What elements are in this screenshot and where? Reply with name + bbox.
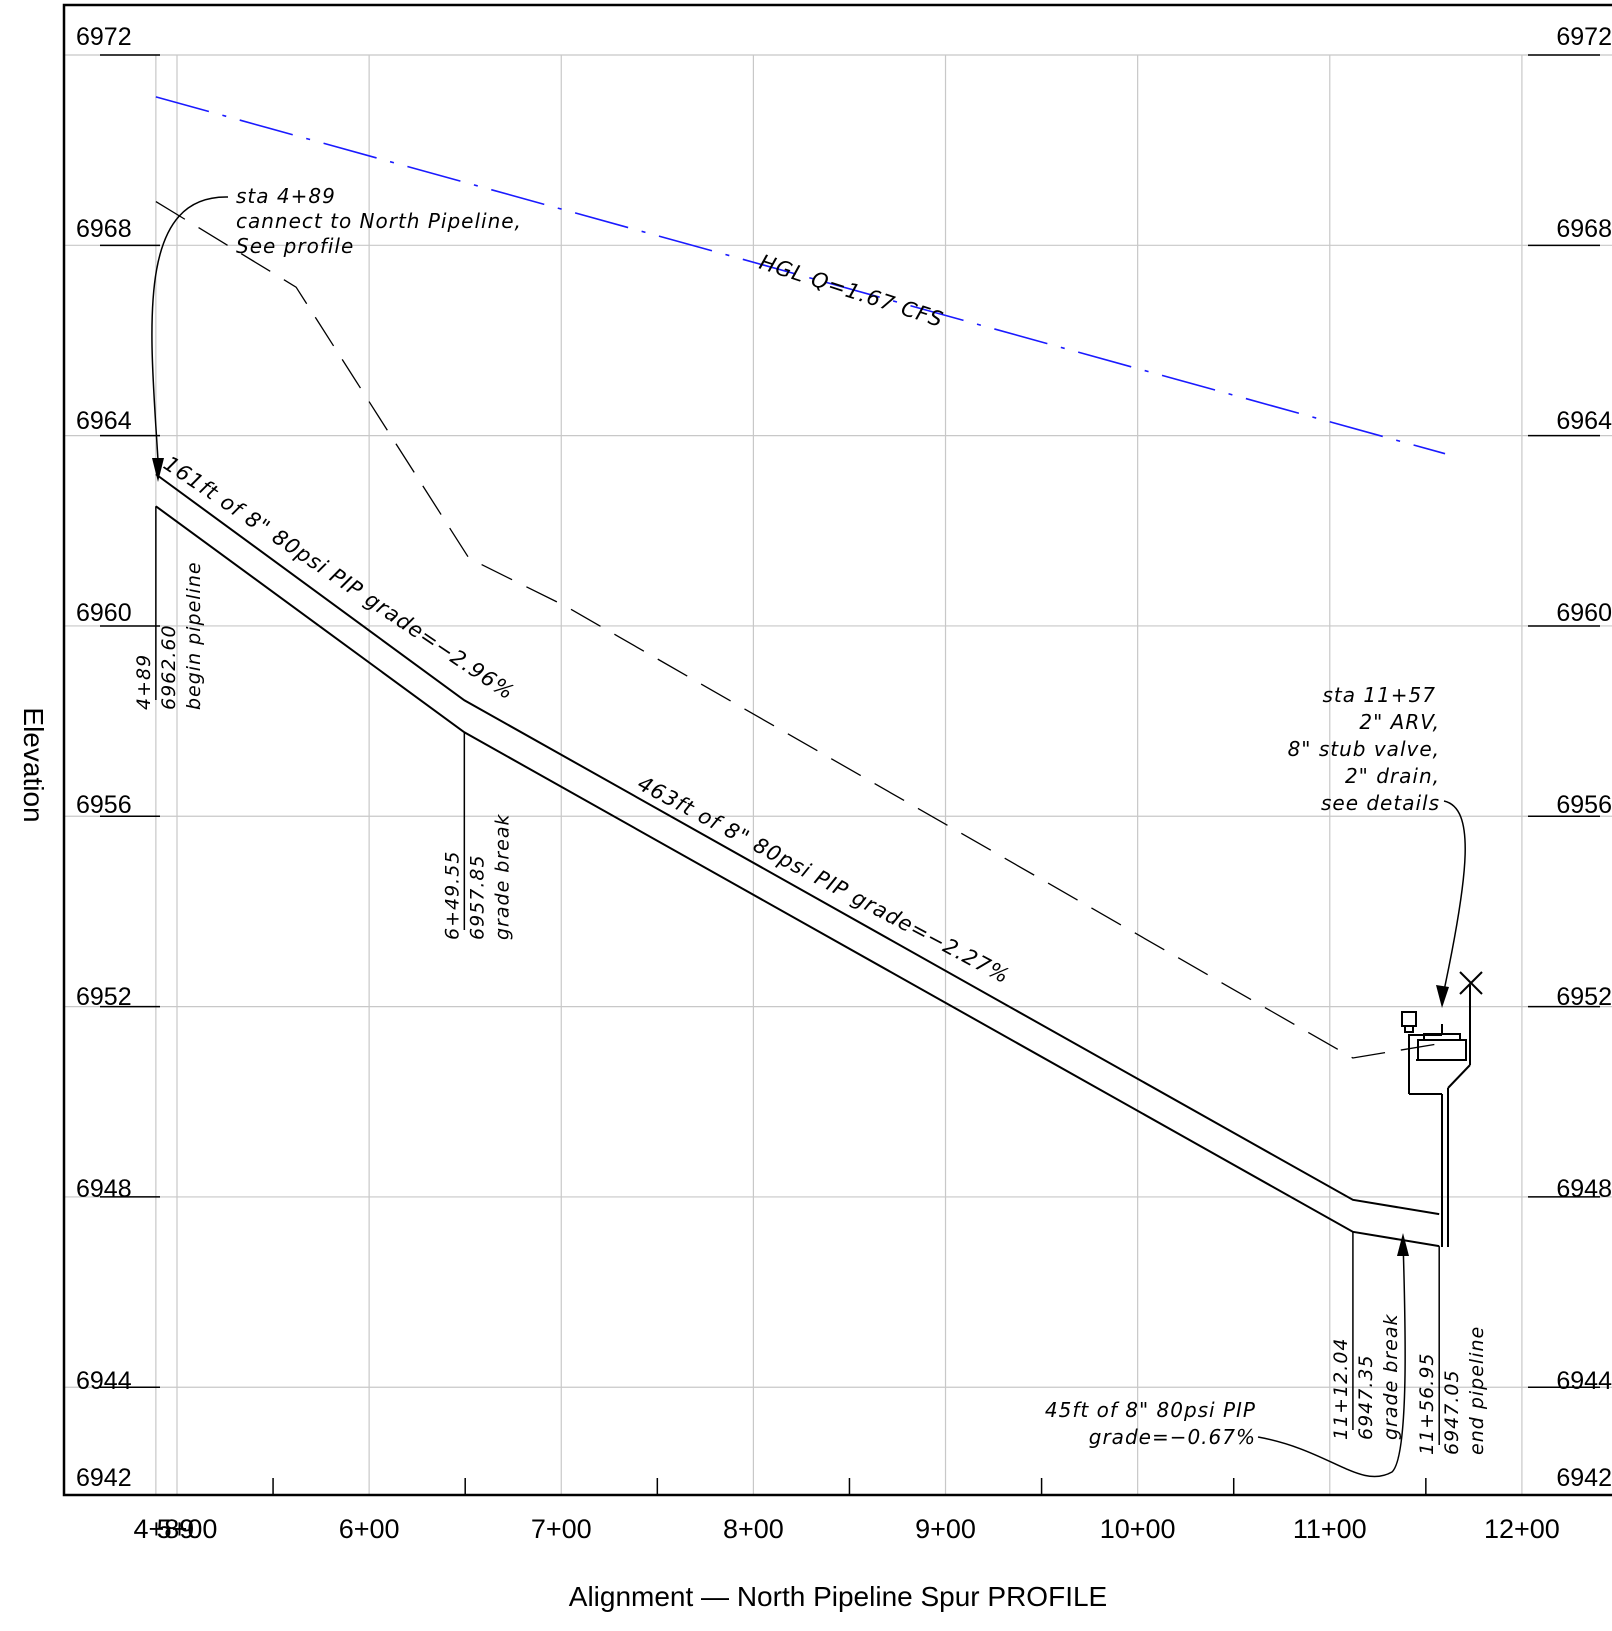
y-tick-label-left: 6964	[76, 407, 132, 435]
y-tick-label-left: 6952	[76, 983, 132, 1011]
y-tick-label-right: 6956	[1556, 791, 1612, 819]
plot-frame	[62, 3, 1612, 1497]
y-tick-label-right: 6948	[1556, 1175, 1612, 1203]
segment-label-2: 463ft of 8" 80psi PIP grade=−2.27%	[634, 771, 1014, 988]
last-segment-line-2: grade=−0.67%	[1089, 1425, 1256, 1449]
station-label: 6+49.55	[441, 851, 463, 940]
station-note: grade break	[491, 813, 513, 940]
start-callout: sta 4+89 cannect to North Pipeline, See …	[236, 184, 522, 258]
end-callout-line-2: 2" ARV,	[1359, 710, 1440, 734]
x-tick-labels: 4+895+00 6+00 7+00 8+00 9+00 10+00 11+00 12+00	[133, 1514, 1559, 1544]
x-tick-label: 11+00	[1293, 1514, 1367, 1544]
y-axis-title: Elevation	[18, 707, 49, 822]
station-note: grade break	[1380, 1313, 1402, 1440]
station-label: 11+12.04	[1330, 1338, 1352, 1441]
last-segment-line-1: 45ft of 8" 80psi PIP	[1045, 1398, 1256, 1422]
end-callout-line-3: 8" stub valve,	[1288, 737, 1440, 761]
station-label-group: 11+56.95 6947.05 end pipeline	[1416, 1326, 1488, 1455]
end-callout: sta 11+57 2" ARV, 8" stub valve, 2" drai…	[1288, 683, 1440, 815]
elevation-label: 6947.35	[1355, 1354, 1377, 1440]
station-label-group: 4+89 6962.60 begin pipeline	[133, 561, 205, 710]
y-tick-label-left: 6942	[76, 1464, 132, 1492]
start-callout-line-1: sta 4+89	[236, 184, 336, 208]
y-tick-label-right: 6952	[1556, 983, 1612, 1011]
callout-leaders	[151, 196, 1466, 1478]
x-tick-label: 6+00	[339, 1514, 400, 1544]
x-tick-label: 10+00	[1100, 1514, 1176, 1544]
x-tick-label: 9+00	[915, 1514, 976, 1544]
y-tick-label-left: 6960	[76, 599, 132, 627]
station-label-group: 6+49.55 6957.85 grade break	[441, 813, 513, 940]
elevation-label: 6957.85	[466, 854, 488, 940]
x-tick-label: 4+89	[133, 1514, 194, 1544]
pipeline-crown-line	[155, 473, 1440, 1216]
start-callout-line-2: cannect to North Pipeline,	[236, 209, 522, 233]
grid-lines	[64, 54, 1612, 1495]
station-label: 11+56.95	[1416, 1353, 1438, 1456]
y-tick-label-right: 6972	[1556, 23, 1612, 51]
x-axis-title: Alignment — North Pipeline Spur PROFILE	[569, 1581, 1107, 1612]
end-callout-line-5: see details	[1321, 791, 1440, 815]
callout-arrowheads	[152, 458, 1449, 1256]
axis-ticks	[100, 54, 1600, 1495]
station-label: 4+89	[133, 654, 155, 710]
y-tick-label-right: 6964	[1556, 407, 1612, 435]
hgl-line	[155, 96, 1446, 455]
arv-assembly-icon	[1401, 971, 1483, 1247]
y-tick-label-left: 6948	[76, 1175, 132, 1203]
x-tick-label: 7+00	[531, 1514, 592, 1544]
y-tick-label-left: 6956	[76, 791, 132, 819]
elevation-label: 6947.05	[1441, 1369, 1463, 1455]
segment-label-1: 161ft of 8" 80psi PIP grade=−2.96%	[159, 451, 519, 704]
pipeline-invert-line	[155, 505, 1440, 1248]
start-callout-line-3: See profile	[236, 234, 354, 258]
y-tick-label-right: 6944	[1556, 1367, 1612, 1395]
y-tick-label-left: 6944	[76, 1367, 132, 1395]
station-label-group: 11+12.04 6947.35 grade break	[1330, 1313, 1402, 1440]
end-callout-line-1: sta 11+57	[1322, 683, 1436, 707]
hgl-label: HGL Q=1.67 CFS	[756, 250, 946, 332]
y-tick-labels: 6972 6972 6968 6968 6964 6964 6960 6960 6956 6956…	[76, 23, 1612, 1492]
station-note: end pipeline	[1466, 1326, 1488, 1455]
existing-ground-line	[155, 200, 1440, 1059]
y-tick-label-right: 6960	[1556, 599, 1612, 627]
x-tick-label: 12+00	[1484, 1514, 1560, 1544]
last-segment-callout: 45ft of 8" 80psi PIP grade=−0.67%	[1045, 1398, 1256, 1449]
grade-break-markers	[155, 506, 1440, 1445]
x-tick-label: 8+00	[723, 1514, 784, 1544]
elevation-label: 6962.60	[158, 624, 180, 710]
y-tick-label-right: 6968	[1556, 215, 1612, 243]
y-tick-label-left: 6968	[76, 215, 132, 243]
end-callout-line-4: 2" drain,	[1345, 764, 1440, 788]
y-tick-label-left: 6972	[76, 23, 132, 51]
station-note: begin pipeline	[183, 561, 205, 710]
y-tick-label-right: 6942	[1556, 1464, 1612, 1492]
x-tick-label: 5+00	[157, 1514, 218, 1544]
